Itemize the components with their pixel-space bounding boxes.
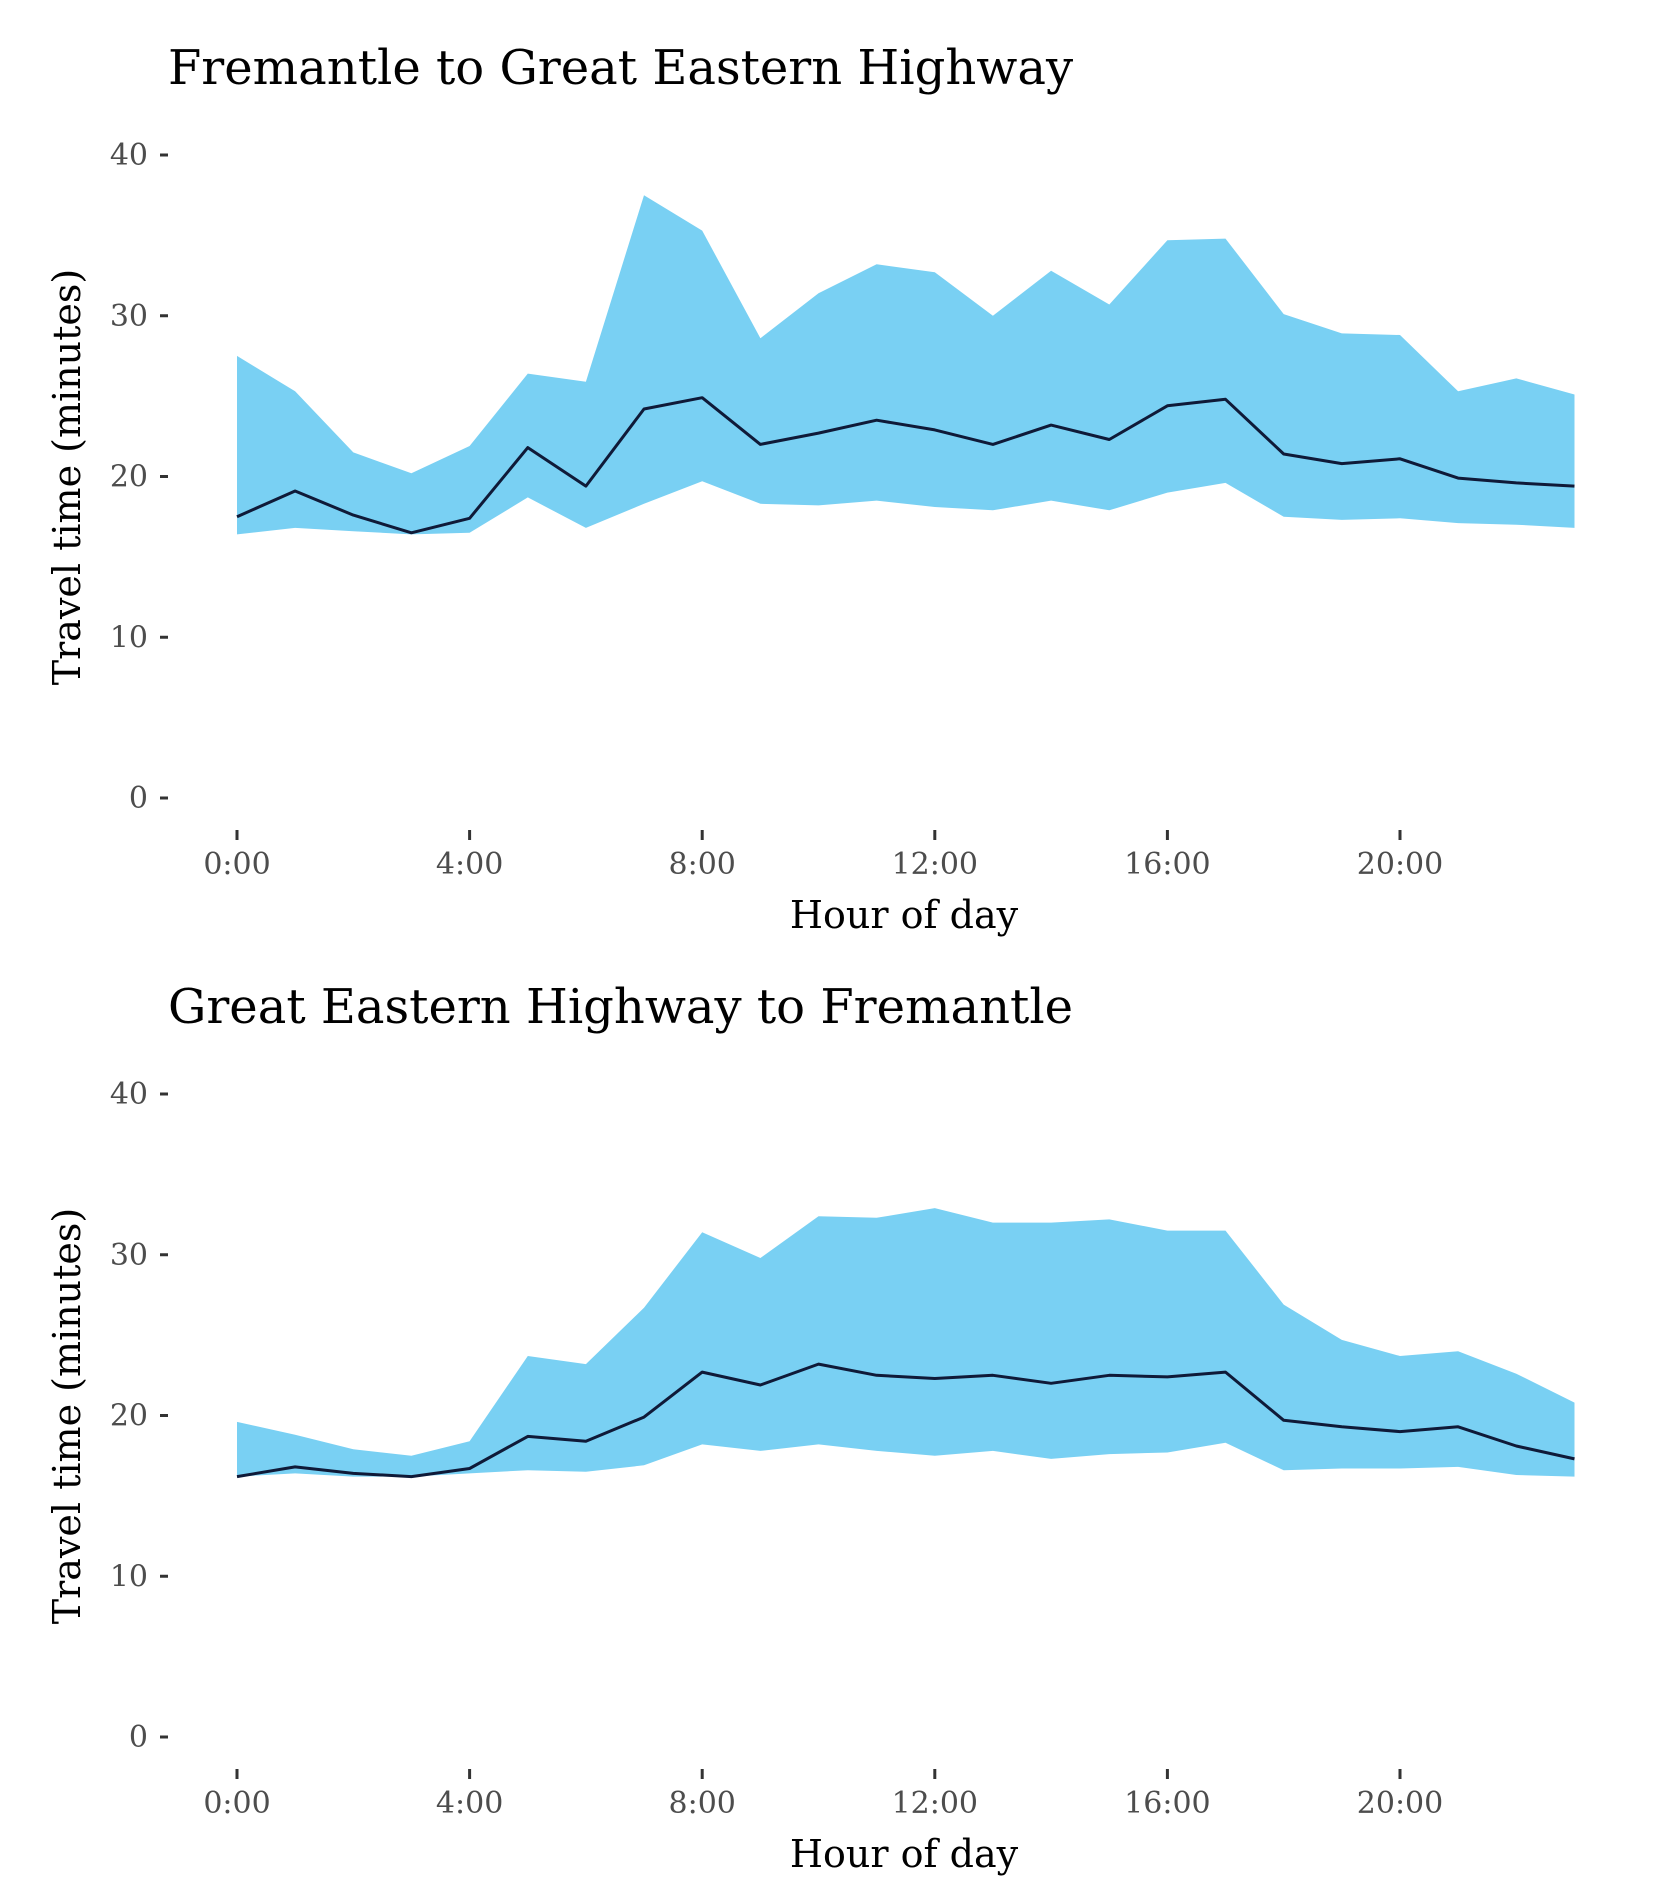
x-tick-label: 4:00 bbox=[436, 847, 503, 882]
y-tick-label: 30 bbox=[110, 299, 148, 334]
y-axis-title: Travel time (minutes) bbox=[45, 269, 89, 685]
range-band bbox=[237, 1208, 1575, 1477]
plot-area: 0 10 20 30 40 0:00 4:00 8:00 12:00 16:00 20:00 bbox=[110, 138, 1575, 882]
x-tick-label: 16:00 bbox=[1124, 847, 1210, 882]
x-tick-label: 12:00 bbox=[892, 847, 978, 882]
x-tick-label: 8:00 bbox=[669, 1786, 736, 1821]
x-tick-label: 4:00 bbox=[436, 1786, 503, 1821]
y-tick-label: 0 bbox=[129, 781, 148, 816]
y-tick-label: 30 bbox=[110, 1238, 148, 1273]
y-tick-label: 20 bbox=[110, 1399, 148, 1434]
panel-fremantle-to-geh: Fremantle to Great Eastern Highway Hour … bbox=[45, 40, 1575, 937]
y-tick-label: 40 bbox=[110, 1077, 148, 1112]
y-tick-label: 10 bbox=[110, 620, 148, 655]
x-axis-title: Hour of day bbox=[790, 893, 1019, 937]
y-tick-label: 20 bbox=[110, 460, 148, 495]
range-band bbox=[237, 195, 1575, 535]
y-tick-label: 0 bbox=[129, 1720, 148, 1755]
y-tick-label: 40 bbox=[110, 138, 148, 173]
x-axis-title: Hour of day bbox=[790, 1832, 1019, 1876]
x-tick-label: 0:00 bbox=[203, 1786, 270, 1821]
x-tick-label: 20:00 bbox=[1357, 1786, 1443, 1821]
x-tick-label: 0:00 bbox=[203, 847, 270, 882]
x-tick-label: 8:00 bbox=[669, 847, 736, 882]
chart-title: Great Eastern Highway to Fremantle bbox=[168, 979, 1073, 1035]
median-line bbox=[236, 396, 1575, 535]
panel-geh-to-fremantle: Great Eastern Highway to Fremantle Hour … bbox=[45, 979, 1575, 1876]
x-tick-label: 20:00 bbox=[1357, 847, 1443, 882]
x-tick-label: 12:00 bbox=[892, 1786, 978, 1821]
x-tick-label: 16:00 bbox=[1124, 1786, 1210, 1821]
median-line bbox=[236, 1362, 1575, 1479]
chart-title: Fremantle to Great Eastern Highway bbox=[168, 40, 1073, 96]
y-axis-title: Travel time (minutes) bbox=[45, 1208, 89, 1624]
plot-area: 0 10 20 30 40 0:00 4:00 8:00 12:00 16:00 20:00 bbox=[110, 1077, 1575, 1821]
y-tick-label: 10 bbox=[110, 1559, 148, 1594]
